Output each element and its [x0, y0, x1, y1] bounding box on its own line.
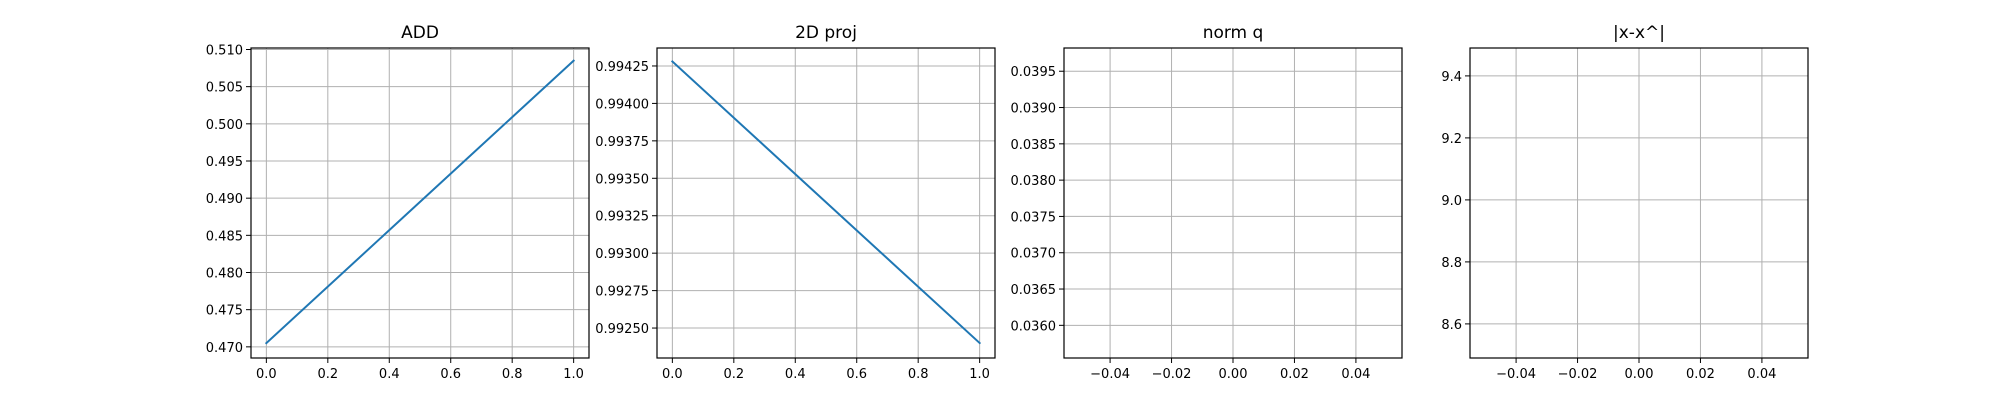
- y-tick-label: 0.0385: [1011, 138, 1057, 153]
- subplot-1: 0.0 0.2 0.4 0.6 0.8 1.0 0.470 0.475 0.480 0.485 0.…: [206, 23, 590, 382]
- x-tick-label: 0.02: [1686, 367, 1715, 382]
- y-tick-label: 0.0380: [1011, 174, 1057, 189]
- subplot-title: 2D proj: [795, 23, 857, 43]
- series-line-1: [264, 59, 576, 345]
- x-tick-label: 0.04: [1747, 367, 1776, 382]
- y-tick-label: 0.490: [206, 192, 243, 207]
- axes-frame: [250, 47, 590, 359]
- y-tick-label: 0.99250: [595, 322, 649, 337]
- y-tick-label: 0.99275: [595, 285, 649, 300]
- x-tick-label: 0.2: [723, 367, 744, 382]
- subplot-title: ADD: [401, 23, 439, 43]
- x-tick-label: 0.6: [846, 367, 867, 382]
- y-tick-label: 0.495: [206, 155, 243, 170]
- x-tick-label: 0.2: [317, 367, 338, 382]
- subplot-2: 0.0 0.2 0.4 0.6 0.8 1.0 0.99250 0.99275 0.99300 0…: [595, 23, 996, 382]
- y-tick-label: 9.2: [1441, 132, 1462, 147]
- x-tick-label: −0.04: [1090, 367, 1130, 382]
- subplot-title: |x-x^|: [1613, 23, 1665, 43]
- x-tick-label: 1.0: [969, 367, 990, 382]
- y-tick-label: 0.99400: [595, 97, 649, 112]
- x-tick-label: 0.0: [256, 367, 277, 382]
- y-tick-label: 0.99350: [595, 172, 649, 187]
- y-tick-label: 0.470: [206, 341, 243, 356]
- x-tick-label: 0.00: [1219, 367, 1248, 382]
- y-tick-label: 0.480: [206, 267, 243, 282]
- y-tick-label: 0.485: [206, 229, 243, 244]
- subplot-3: −0.04 −0.02 0.00 0.02 0.04 0.0360 0.0365 0.0370…: [1011, 23, 1403, 382]
- y-tick-label: 0.0360: [1011, 319, 1057, 334]
- y-tick-label: 0.0365: [1011, 283, 1057, 298]
- x-tick-label: 0.4: [785, 367, 806, 382]
- y-tick-label: 8.6: [1441, 318, 1462, 333]
- y-tick-label: 0.99300: [595, 247, 649, 262]
- x-tick-label: 0.00: [1625, 367, 1654, 382]
- x-tick-label: 0.8: [908, 367, 929, 382]
- x-tick-label: 0.02: [1280, 367, 1309, 382]
- y-tick-label: 0.99425: [595, 60, 649, 75]
- y-tick-label: 9.0: [1441, 194, 1462, 209]
- y-tick-label: 9.4: [1441, 70, 1462, 85]
- subplot-title: norm q: [1203, 23, 1264, 43]
- y-tick-label: 0.0395: [1011, 65, 1057, 80]
- x-tick-label: 1.0: [563, 367, 584, 382]
- x-tick-label: 0.6: [440, 367, 461, 382]
- axes-frame: [656, 47, 996, 359]
- x-tick-label: −0.02: [1558, 367, 1598, 382]
- y-tick-label: 0.500: [206, 118, 243, 133]
- y-tick-label: 0.99325: [595, 210, 649, 225]
- subplot-4: −0.04 −0.02 0.00 0.02 0.04 8.6 8.8 9.0 9.2 9.4 |x-…: [1441, 23, 1809, 382]
- x-tick-label: 0.4: [379, 367, 400, 382]
- y-tick-label: 0.510: [206, 43, 243, 58]
- y-tick-label: 0.0390: [1011, 102, 1057, 117]
- x-tick-label: 0.04: [1341, 367, 1370, 382]
- y-tick-label: 0.505: [206, 81, 243, 96]
- x-tick-label: 0.8: [502, 367, 523, 382]
- y-tick-label: 0.99375: [595, 135, 649, 150]
- y-tick-label: 8.8: [1441, 256, 1462, 271]
- x-tick-label: −0.02: [1152, 367, 1192, 382]
- x-tick-label: −0.04: [1496, 367, 1536, 382]
- series-line-1: [670, 60, 982, 345]
- x-tick-label: 0.0: [662, 367, 683, 382]
- y-tick-label: 0.475: [206, 304, 243, 319]
- y-tick-label: 0.0375: [1011, 210, 1057, 225]
- y-tick-label: 0.0370: [1011, 247, 1057, 262]
